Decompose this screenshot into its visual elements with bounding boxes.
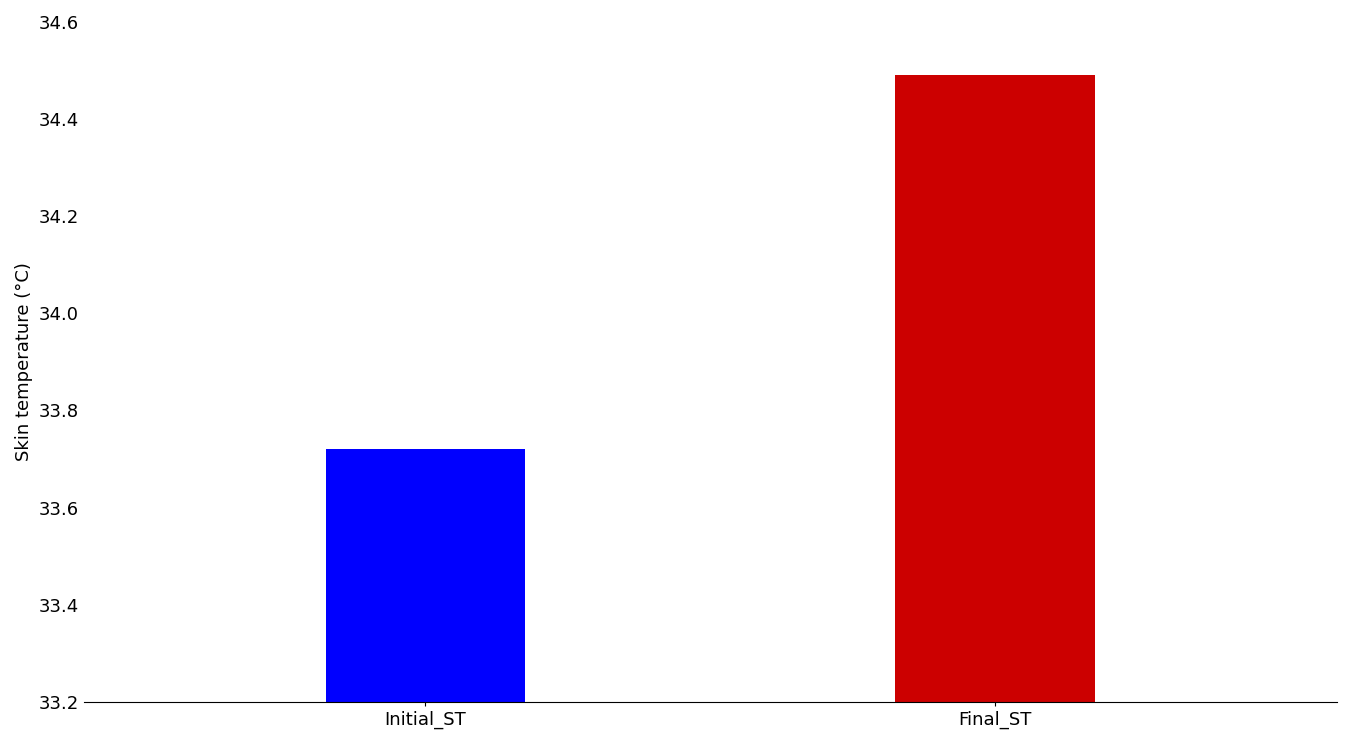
Bar xyxy=(326,449,525,702)
Bar xyxy=(895,75,1095,702)
Y-axis label: Skin temperature (°C): Skin temperature (°C) xyxy=(15,263,32,461)
